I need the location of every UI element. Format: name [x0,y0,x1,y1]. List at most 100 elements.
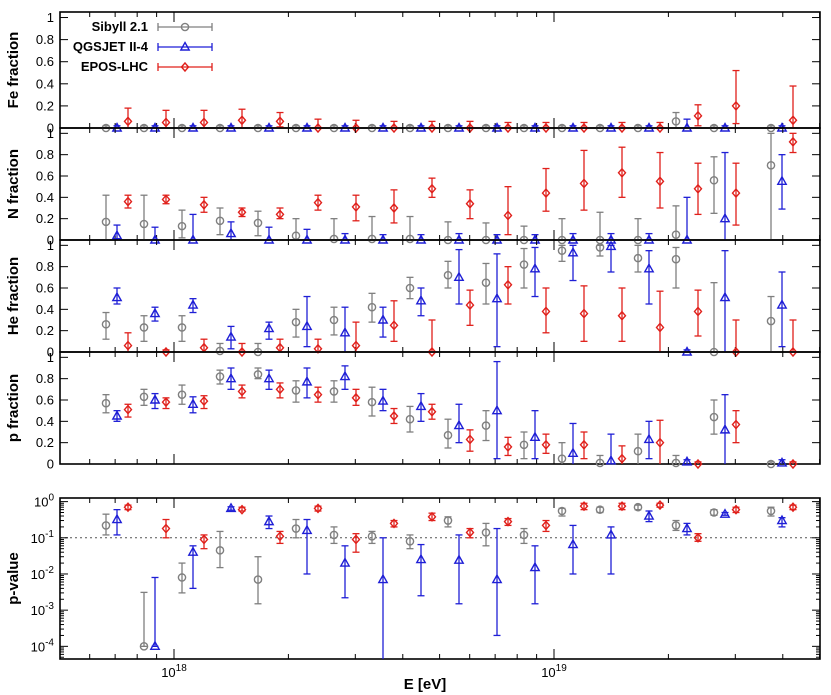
data-point [377,314,389,324]
data-point [301,320,313,331]
data-point [579,122,589,134]
data-point [123,502,133,513]
data-point [367,532,377,541]
data-point [655,322,665,333]
y-tick-label: 0.4 [36,302,54,317]
data-point [149,640,161,651]
legend-entry-1: QGSJET II-4 [73,39,213,54]
data-point [199,199,209,210]
data-point [237,386,247,397]
data-point [123,404,133,415]
data-point [367,234,377,244]
data-point [617,310,627,321]
data-point [351,201,361,212]
data-point [237,115,247,126]
legend-entry-0: Sibyll 2.1 [92,19,213,34]
y-tick-label: 100 [34,493,54,510]
data-point [633,253,643,263]
data-point [567,447,579,458]
data-point [389,202,399,214]
data-point [313,197,323,208]
data-point [199,534,209,545]
data-point [671,254,681,264]
data-point [541,520,551,531]
data-point [225,372,237,383]
y-axis-label-p: p fraction [5,374,22,442]
data-point [579,439,589,450]
data-point [557,506,567,516]
data-point [465,434,475,445]
data-point [405,234,415,244]
x-tick-label: 1019 [541,663,567,680]
legend-entry-2: EPOS-LHC [81,59,213,74]
legend-label: QGSJET II-4 [73,39,149,54]
data-point [405,537,415,546]
y-tick-label: 0.4 [36,414,54,429]
data-point [766,506,776,516]
data-point [177,390,187,399]
data-point [263,322,275,333]
data-point [329,315,339,325]
data-point [693,458,703,470]
data-point [529,262,541,273]
data-point [503,516,513,527]
data-point [427,346,437,358]
data-point [443,270,453,280]
data-point [681,522,693,533]
data-point [605,240,617,251]
data-point [177,323,187,332]
data-point [149,394,161,404]
data-point [199,117,209,128]
panel-n: 0 0.2 0.4 0.6 0.8 1 N fraction [5,126,821,248]
data-point [275,531,285,542]
data-point [253,370,263,379]
legend-label: EPOS-LHC [81,59,149,74]
y-tick-label: 0.8 [36,371,54,386]
panel-frame-n [59,127,821,241]
data-point [693,183,703,194]
data-point [519,260,529,269]
data-point [313,389,323,400]
data-point [529,431,541,442]
y-tick-label: 1 [47,350,54,365]
y-tick-label: 10-2 [31,565,55,582]
data-point [788,458,798,470]
data-point [225,227,237,238]
data-point [655,122,665,134]
y-tick-label: 0.2 [36,435,54,450]
data-point [579,308,589,319]
data-point [177,573,187,582]
data-point [275,116,285,127]
data-point [101,521,111,530]
series-n-1 [111,151,788,244]
data-point [101,319,111,329]
data-point [237,346,247,358]
data-point [123,196,133,207]
y-tick-label: 0.4 [36,76,54,91]
data-point [389,518,399,529]
panel-pvalue: 100 10-1 10-2 10-3 10-4 p-value [5,493,821,660]
data-point [351,340,361,351]
data-point [671,458,681,468]
data-point [655,500,665,511]
data-point [253,218,263,228]
data-point [671,230,681,239]
data-point [313,503,323,514]
data-point [351,122,361,134]
data-point [187,299,199,309]
data-point [301,524,313,535]
data-point [111,513,123,524]
data-point [788,136,798,147]
data-point [215,216,225,226]
panel-frame-p [59,351,821,465]
data-point [529,561,541,572]
data-point [329,530,339,540]
y-tick-label: 0.6 [36,54,54,69]
y-tick-label: 0 [47,345,54,360]
data-point [579,501,589,512]
data-point [465,300,475,311]
data-point [443,430,453,440]
data-point [177,221,187,231]
data-point [367,302,377,312]
